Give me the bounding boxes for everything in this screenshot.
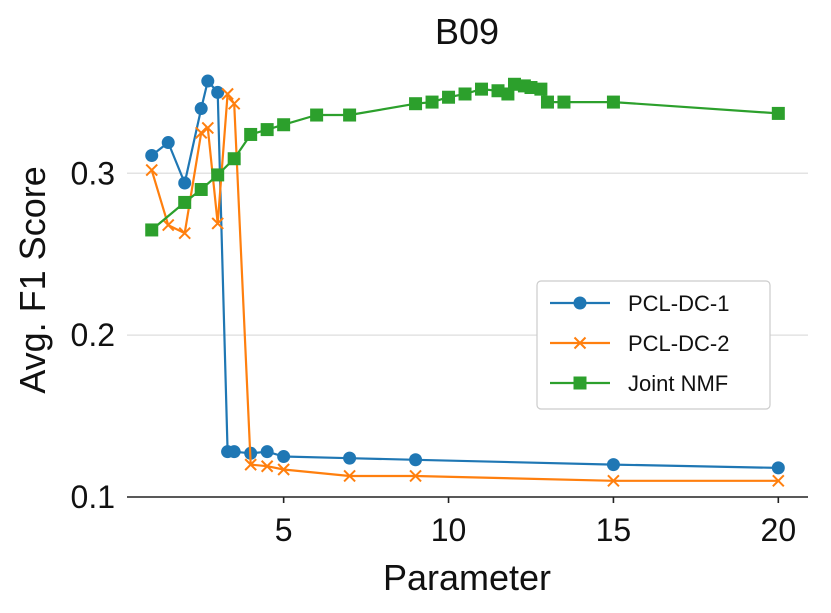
data-point bbox=[772, 474, 785, 488]
legend-marker bbox=[573, 376, 587, 390]
series-line bbox=[150, 83, 779, 231]
data-point bbox=[260, 445, 274, 459]
legend-label: PCL-DC-1 bbox=[628, 291, 729, 316]
data-point bbox=[607, 474, 620, 488]
data-point bbox=[277, 450, 291, 464]
data-point bbox=[244, 458, 257, 471]
legend-item: PCL-DC-2 bbox=[550, 331, 729, 356]
legend-box bbox=[536, 280, 771, 410]
data-point bbox=[211, 85, 225, 99]
x-tick-label: 15 bbox=[596, 512, 632, 548]
data-point bbox=[221, 87, 234, 101]
data-point bbox=[540, 95, 554, 109]
axes: 0.1 0.2 0.3 5 10 15 20 bbox=[71, 155, 808, 548]
data-point bbox=[557, 95, 571, 109]
data-point bbox=[194, 126, 208, 140]
data-point bbox=[145, 223, 159, 237]
data-point bbox=[409, 97, 423, 111]
data-point bbox=[194, 182, 208, 196]
y-tick-label: 0.2 bbox=[71, 317, 115, 353]
legend-marker bbox=[573, 296, 587, 310]
data-point bbox=[343, 451, 357, 465]
legend-item: Joint NMF bbox=[550, 371, 728, 396]
data-point bbox=[524, 81, 538, 95]
data-point bbox=[771, 106, 785, 120]
data-point bbox=[343, 469, 356, 483]
data-point bbox=[178, 226, 191, 240]
data-point bbox=[277, 463, 290, 476]
y-tick-label: 0.3 bbox=[71, 155, 115, 191]
data-point bbox=[211, 217, 224, 230]
data-point bbox=[425, 95, 439, 109]
data-point bbox=[507, 77, 521, 91]
data-point bbox=[161, 136, 175, 150]
data-point bbox=[534, 82, 548, 96]
data-point bbox=[475, 82, 489, 96]
data-point bbox=[771, 461, 785, 475]
x-tick-label: 5 bbox=[275, 512, 293, 548]
data-point bbox=[227, 152, 241, 166]
data-point bbox=[260, 123, 274, 137]
data-point bbox=[606, 95, 620, 109]
legend-label: PCL-DC-2 bbox=[628, 331, 729, 356]
data-point bbox=[260, 460, 274, 473]
data-point bbox=[201, 121, 215, 135]
data-point bbox=[491, 84, 505, 98]
data-point bbox=[178, 195, 192, 209]
data-point bbox=[343, 108, 357, 122]
data-point bbox=[227, 445, 241, 459]
data-point bbox=[277, 118, 291, 132]
legend-item: PCL-DC-1 bbox=[550, 291, 729, 316]
data-point bbox=[409, 453, 423, 467]
data-point bbox=[458, 87, 472, 101]
data-point bbox=[409, 469, 422, 483]
series-2 bbox=[145, 77, 785, 237]
data-point bbox=[211, 168, 225, 182]
plot-series bbox=[145, 74, 785, 488]
data-point bbox=[145, 163, 158, 177]
x-axis-label: Parameter bbox=[383, 557, 551, 598]
legend-label: Joint NMF bbox=[628, 371, 728, 396]
data-point bbox=[244, 127, 258, 141]
data-point bbox=[194, 102, 208, 116]
y-axis-label: Avg. F1 Score bbox=[12, 166, 53, 393]
data-point bbox=[201, 74, 215, 88]
x-tick-label: 10 bbox=[431, 512, 467, 548]
data-point bbox=[606, 458, 620, 472]
legend: PCL-DC-1 PCL-DC-2 Joint NMF bbox=[536, 280, 771, 410]
data-point bbox=[442, 90, 456, 104]
data-point bbox=[227, 97, 241, 110]
data-point bbox=[178, 176, 192, 190]
data-point bbox=[162, 218, 175, 232]
y-tick-label: 0.1 bbox=[71, 479, 115, 515]
x-tick-label: 20 bbox=[761, 512, 797, 548]
chart-title: B09 bbox=[435, 11, 499, 52]
series-0 bbox=[145, 74, 785, 475]
data-point bbox=[145, 148, 159, 162]
data-point bbox=[310, 108, 324, 122]
legend-marker bbox=[573, 336, 587, 350]
